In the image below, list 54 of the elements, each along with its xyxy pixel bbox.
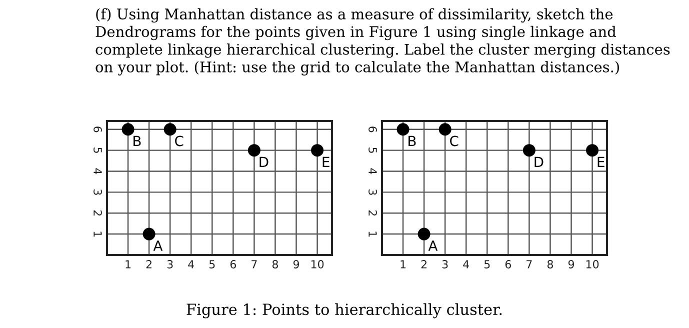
x-tick-label: 1: [126, 260, 131, 268]
point: [396, 123, 410, 136]
point: [122, 123, 134, 136]
y-tick-label: 1: [94, 232, 102, 237]
y-tick-label: 6: [94, 126, 102, 132]
x-tick-label: 6: [505, 260, 512, 268]
x-tick-label: 9: [293, 260, 300, 268]
y-tick-label: 4: [368, 168, 377, 174]
point: [311, 144, 324, 157]
x-tick-label: 10: [311, 260, 324, 268]
y-tick-label: 6: [368, 126, 377, 132]
x-tick-label: 3: [442, 260, 448, 268]
annotation: C: [450, 136, 458, 146]
point: [586, 144, 599, 157]
y-tick-label: 4: [94, 168, 102, 174]
x-tick-label: 4: [463, 260, 470, 268]
annotation: C: [175, 136, 184, 146]
x-tick-label: 8: [272, 260, 278, 268]
text: (f) Using Manhattan distance as a measure of dissimilarity, sketch the Dendrograms for the points given in Figure 1 using single linkage and complete linkage hierarchical clustering. Label the cluster merging distances on your plot. (Hint: use the grid to calculate the Manhattan distances.): [96, 8, 670, 76]
x-tick-label: 7: [526, 260, 532, 268]
x-tick-label: 5: [209, 260, 215, 268]
x-tick-label: 5: [484, 260, 490, 268]
annotation: B: [134, 136, 141, 146]
annotation: D: [260, 156, 268, 167]
point: [142, 228, 156, 240]
x-tick-label: 2: [421, 260, 426, 268]
annotation: D: [534, 156, 544, 167]
y-tick-label: 1: [368, 232, 377, 237]
x-tick-label: 6: [230, 260, 236, 268]
y-tick-label: 5: [94, 148, 102, 153]
point: [522, 144, 536, 157]
y-tick-label: 3: [94, 190, 102, 195]
x-tick-label: 2: [146, 260, 152, 268]
point: [418, 228, 430, 240]
caption: Figure 1: Points to hierarchically cluster.: [186, 303, 502, 318]
point: [164, 123, 176, 136]
x-tick-label: 1: [400, 260, 406, 268]
x-tick-label: 10: [586, 260, 599, 268]
annotation: E: [322, 156, 330, 167]
annotation: E: [598, 156, 604, 167]
point: [438, 123, 452, 136]
x-tick-label: 9: [568, 260, 574, 268]
y-tick-label: 5: [368, 148, 377, 153]
x-tick-label: 3: [167, 260, 173, 268]
annotation: A: [428, 240, 438, 251]
x-tick-label: 4: [188, 260, 194, 268]
point: [248, 144, 260, 157]
x-tick-label: 8: [547, 260, 553, 268]
y-tick-label: 2: [94, 210, 102, 216]
y-tick-label: 2: [368, 210, 377, 216]
y-tick-label: 3: [368, 190, 377, 195]
annotation: A: [153, 240, 163, 251]
x-tick-label: 7: [252, 260, 257, 268]
annotation: B: [408, 136, 416, 146]
